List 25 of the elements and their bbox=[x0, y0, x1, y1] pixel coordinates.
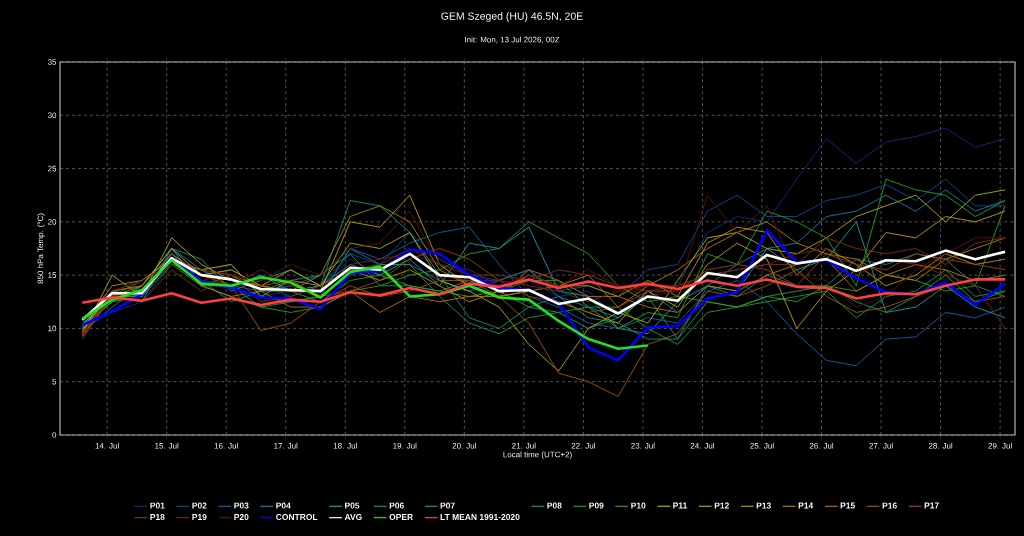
legend-label: CONTROL bbox=[276, 513, 318, 520]
legend-label: P03 bbox=[234, 502, 249, 509]
legend-label: P08 bbox=[547, 502, 562, 509]
legend-label: P10 bbox=[631, 502, 646, 509]
legend-label: P13 bbox=[756, 502, 771, 509]
legend-label: P04 bbox=[276, 502, 291, 509]
legend-label: P05 bbox=[345, 502, 360, 509]
legend-label: LT MEAN 1991-2020 bbox=[440, 513, 520, 520]
legend-label: P17 bbox=[924, 502, 939, 509]
legend-label: OPER bbox=[389, 513, 413, 520]
legend-label: P11 bbox=[673, 502, 688, 509]
legend-label: P16 bbox=[882, 502, 897, 509]
legend-label: P06 bbox=[389, 502, 404, 509]
legend-label: P07 bbox=[440, 502, 455, 509]
legend-label: AVG bbox=[344, 513, 362, 520]
legend-label: P14 bbox=[798, 502, 814, 509]
legend-label: P02 bbox=[192, 502, 207, 509]
chart-title: GEM Szeged (HU) 46.5N, 20E bbox=[441, 12, 583, 22]
legend-label: P12 bbox=[714, 502, 729, 509]
legend-label: P01 bbox=[150, 502, 165, 509]
legend-label: P09 bbox=[589, 502, 604, 509]
legend-label: P19 bbox=[192, 513, 207, 520]
legend-label: P20 bbox=[234, 513, 249, 520]
legend-label: P18 bbox=[150, 513, 165, 520]
legend-label: P15 bbox=[840, 502, 855, 509]
